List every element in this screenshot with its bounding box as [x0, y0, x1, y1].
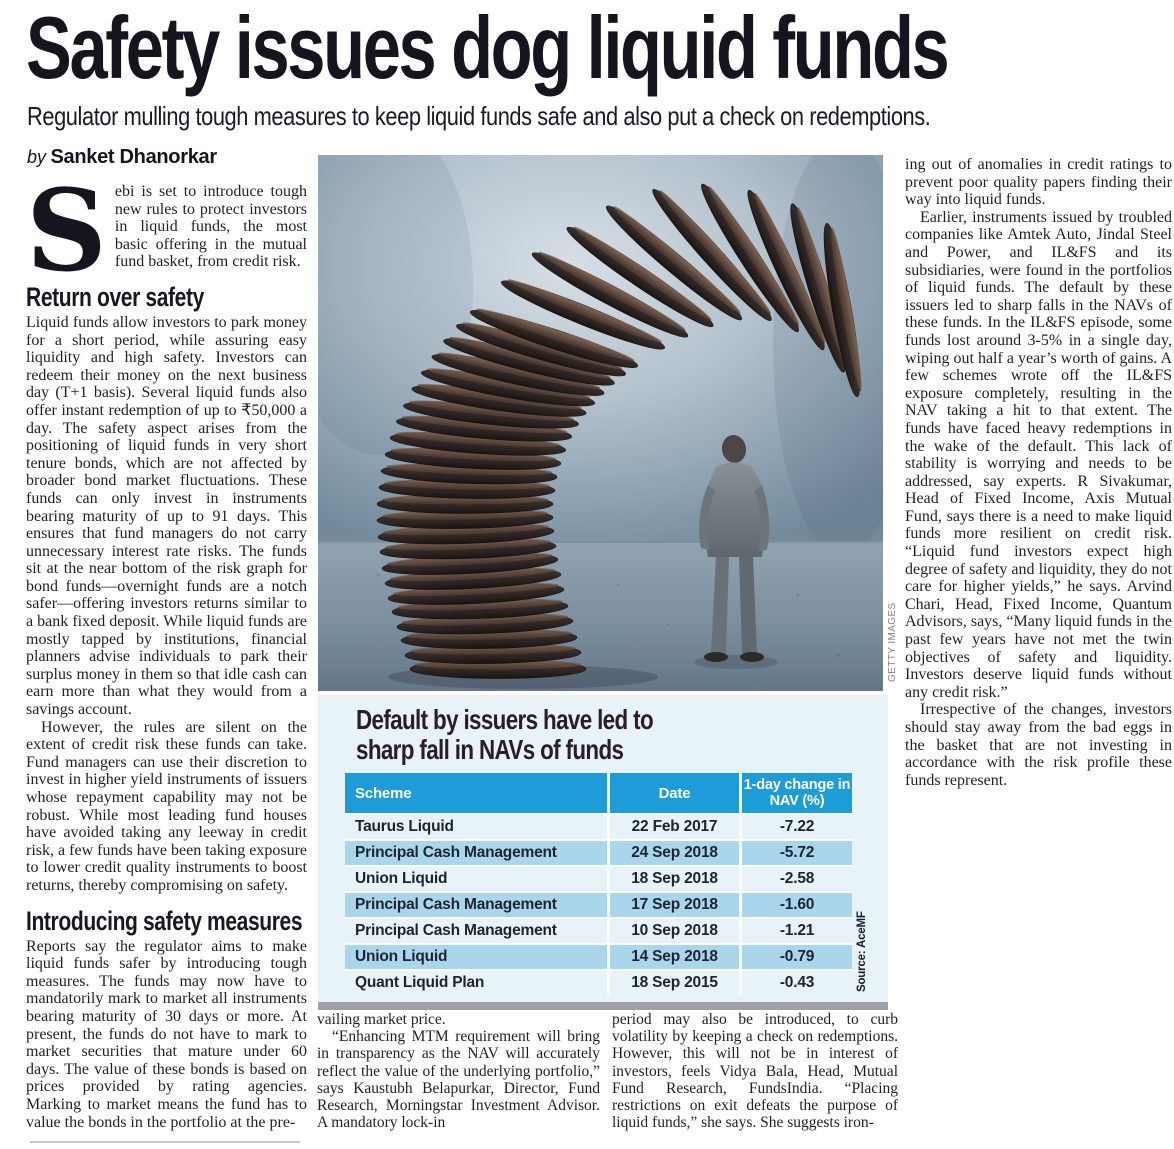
cell-date: 14 Sep 2018	[610, 945, 739, 969]
byline-author: Sanket Dhanorkar	[50, 146, 217, 168]
body-paragraph: Liquid funds allow investors to park mon…	[26, 313, 307, 719]
body-paragraph: Earlier, instruments issued by troubled …	[905, 208, 1172, 701]
bottom-right-column: period may also be introduced, to curb v…	[612, 1011, 898, 1131]
cell-scheme: Taurus Liquid	[345, 815, 607, 839]
cell-scheme: Principal Cash Management	[345, 893, 607, 917]
cell-change: -1.21	[742, 919, 852, 943]
subtitle: Regulator mulling tough measures to keep…	[27, 101, 931, 131]
cell-date: 24 Sep 2018	[610, 841, 739, 865]
section-heading-introducing-safety-measures: Introducing safety measures	[26, 905, 303, 936]
headline: Safety issues dog liquid funds	[26, 0, 950, 97]
photo-credit: GETTY IMAGES	[887, 602, 898, 682]
body-paragraph: Reports say the regulator aims to make l…	[26, 937, 307, 1131]
column-header-change: 1-day change in NAV (%)	[742, 773, 852, 813]
cell-change: -7.22	[742, 815, 852, 839]
cell-change: -0.43	[742, 971, 852, 995]
infographic-panel: Default by issuers have led to sharp fal…	[318, 695, 888, 1002]
column-header-date: Date	[610, 773, 739, 813]
cell-change: -0.79	[742, 945, 852, 969]
nav-change-table: Scheme Date 1-day change in NAV (%) Taur…	[345, 773, 852, 995]
body-paragraph: period may also be introduced, to curb v…	[612, 1011, 898, 1132]
coin-stack-photo	[283, 115, 913, 697]
cell-change: -2.58	[742, 867, 852, 891]
dropcap-letter: S	[26, 166, 107, 297]
table-source: Source: AceMF	[856, 911, 868, 992]
businessman-figure	[699, 435, 770, 662]
byline: by Sanket Dhanorkar	[27, 146, 217, 169]
body-paragraph: ing out of anomalies in credit ratings t…	[905, 156, 1172, 209]
cell-scheme: Union Liquid	[345, 867, 607, 891]
bottom-middle-column: vailing market price. “Enhancing MTM req…	[317, 1011, 600, 1131]
byline-prefix: by	[27, 147, 47, 167]
cell-date: 10 Sep 2018	[610, 919, 739, 943]
right-column: ing out of anomalies in credit ratings t…	[905, 156, 1172, 789]
body-paragraph: Irrespective of the changes, investors s…	[905, 701, 1172, 789]
section-heading-return-over-safety: Return over safety	[26, 281, 204, 312]
infographic-heading-line1: Default by issuers have led to	[356, 704, 654, 735]
infographic-heading: Default by issuers have led to sharp fal…	[356, 705, 727, 765]
cell-scheme: Union Liquid	[345, 945, 607, 969]
infographic-heading-line2: sharp fall in NAVs of funds	[356, 734, 624, 765]
body-paragraph: “Enhancing MTM requirement will bring in…	[317, 1028, 600, 1132]
cell-scheme: Quant Liquid Plan	[345, 971, 607, 995]
footer-rule	[30, 1141, 300, 1143]
cell-date: 18 Sep 2018	[610, 867, 739, 891]
cell-change: -5.72	[742, 841, 852, 865]
panel-shadow-bar	[318, 1002, 888, 1010]
cell-change: -1.60	[742, 893, 852, 917]
cell-scheme: Principal Cash Management	[345, 841, 607, 865]
cell-scheme: Principal Cash Management	[345, 919, 607, 943]
cell-date: 22 Feb 2017	[610, 815, 739, 839]
cell-date: 18 Sep 2015	[610, 971, 739, 995]
body-paragraph: vailing market price.	[317, 1011, 446, 1028]
body-paragraph: However, the rules are silent on the ext…	[26, 718, 307, 894]
cell-date: 17 Sep 2018	[610, 893, 739, 917]
coin-stack-illustration	[283, 115, 913, 697]
column-header-scheme: Scheme	[345, 773, 607, 813]
intro-text: ebi is set to introduce tough new rules …	[114, 183, 307, 271]
